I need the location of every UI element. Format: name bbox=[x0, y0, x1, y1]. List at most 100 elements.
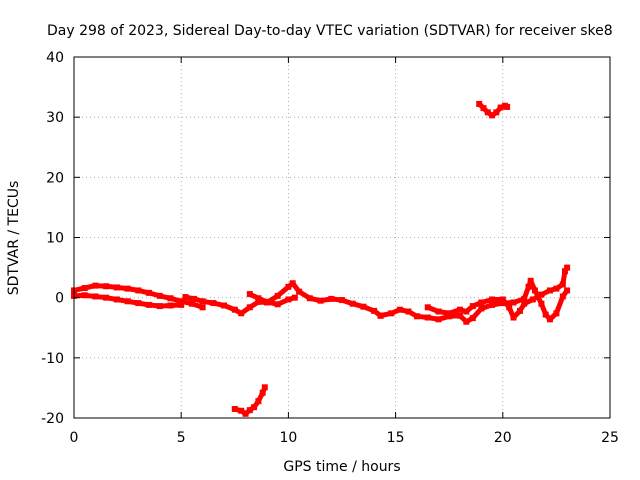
data-point bbox=[255, 298, 262, 305]
data-point bbox=[113, 296, 120, 303]
series-track-a-lower bbox=[71, 292, 185, 310]
data-point bbox=[274, 301, 281, 308]
data-point bbox=[178, 298, 185, 305]
data-point bbox=[561, 268, 568, 275]
data-point bbox=[489, 296, 496, 303]
data-point bbox=[538, 300, 545, 307]
data-point bbox=[377, 312, 384, 319]
data-point bbox=[553, 285, 560, 292]
data-point bbox=[435, 308, 442, 315]
series-track-e bbox=[424, 264, 571, 321]
data-point bbox=[146, 301, 153, 308]
data-point bbox=[478, 299, 485, 306]
data-point bbox=[246, 304, 253, 311]
data-point bbox=[255, 398, 262, 405]
y-axis-label: SDTVAR / TECUs bbox=[6, 181, 22, 296]
x-axis-label: GPS time / hours bbox=[283, 459, 400, 475]
data-point bbox=[456, 306, 463, 313]
data-point bbox=[564, 264, 571, 271]
series-track-high bbox=[476, 100, 511, 119]
series-track-a-upper bbox=[71, 282, 206, 311]
plot-data bbox=[71, 100, 571, 417]
data-point bbox=[285, 283, 292, 290]
data-point bbox=[446, 313, 453, 320]
data-point bbox=[504, 103, 511, 110]
data-point bbox=[510, 299, 517, 306]
data-point bbox=[285, 296, 292, 303]
data-point bbox=[92, 293, 99, 300]
data-point bbox=[246, 291, 253, 298]
data-point bbox=[424, 304, 431, 311]
x-tick-label: 15 bbox=[387, 430, 405, 446]
data-point bbox=[405, 308, 412, 315]
data-point bbox=[339, 297, 345, 304]
data-point bbox=[521, 300, 528, 307]
data-point bbox=[156, 303, 163, 310]
data-point bbox=[167, 302, 174, 309]
data-point bbox=[103, 294, 110, 301]
series-track-c bbox=[246, 291, 298, 308]
axis-ticks: 0 5 10 15 20 25 -20 -10 0 10 20 30 40 bbox=[41, 50, 619, 446]
data-point bbox=[435, 316, 442, 323]
data-point bbox=[124, 285, 131, 292]
data-point bbox=[463, 308, 470, 315]
data-point bbox=[463, 318, 470, 325]
data-point bbox=[296, 288, 303, 295]
data-point bbox=[546, 287, 553, 294]
data-point bbox=[564, 287, 571, 294]
y-tick-label: 10 bbox=[46, 231, 64, 247]
data-point bbox=[81, 292, 88, 299]
data-point bbox=[103, 283, 110, 290]
chart-title: Day 298 of 2023, Sidereal Day-to-day VTE… bbox=[47, 23, 613, 39]
data-point bbox=[476, 100, 483, 107]
data-point bbox=[446, 310, 453, 317]
x-tick-label: 5 bbox=[177, 430, 186, 446]
data-point bbox=[255, 295, 262, 302]
data-point bbox=[178, 301, 185, 308]
data-point bbox=[135, 300, 142, 307]
data-point bbox=[289, 280, 296, 287]
y-tick-label: -20 bbox=[41, 411, 64, 427]
data-point bbox=[221, 302, 228, 309]
data-point bbox=[396, 306, 403, 313]
data-point bbox=[360, 303, 367, 310]
data-point bbox=[246, 407, 253, 414]
data-point bbox=[251, 404, 258, 411]
data-point bbox=[553, 310, 560, 317]
data-point bbox=[81, 285, 88, 292]
data-point bbox=[306, 295, 313, 302]
data-point bbox=[263, 298, 270, 305]
data-point bbox=[424, 314, 431, 321]
data-point bbox=[146, 289, 153, 296]
data-point bbox=[92, 282, 99, 289]
data-point bbox=[135, 287, 142, 294]
y-tick-label: 40 bbox=[46, 50, 64, 66]
data-point bbox=[414, 313, 421, 320]
y-tick-label: -10 bbox=[41, 351, 64, 367]
data-point bbox=[527, 277, 534, 284]
x-tick-label: 25 bbox=[601, 430, 619, 446]
data-point bbox=[124, 298, 131, 305]
data-point bbox=[469, 303, 476, 310]
data-point bbox=[489, 301, 496, 308]
data-point bbox=[484, 109, 491, 116]
y-tick-label: 0 bbox=[55, 291, 64, 307]
data-point bbox=[210, 300, 217, 307]
data-point bbox=[538, 291, 545, 298]
data-point bbox=[238, 310, 245, 317]
data-point bbox=[167, 295, 174, 302]
data-point bbox=[199, 298, 206, 305]
data-point bbox=[478, 305, 485, 312]
data-point bbox=[182, 294, 189, 301]
data-point bbox=[113, 284, 120, 291]
data-point bbox=[349, 300, 356, 307]
data-point bbox=[231, 405, 238, 412]
data-point bbox=[529, 296, 536, 303]
data-point bbox=[546, 316, 553, 323]
y-tick-label: 20 bbox=[46, 170, 64, 186]
data-point bbox=[493, 109, 500, 116]
data-point bbox=[499, 296, 506, 303]
data-point bbox=[231, 306, 238, 313]
data-point bbox=[506, 304, 513, 311]
data-point bbox=[531, 287, 538, 294]
